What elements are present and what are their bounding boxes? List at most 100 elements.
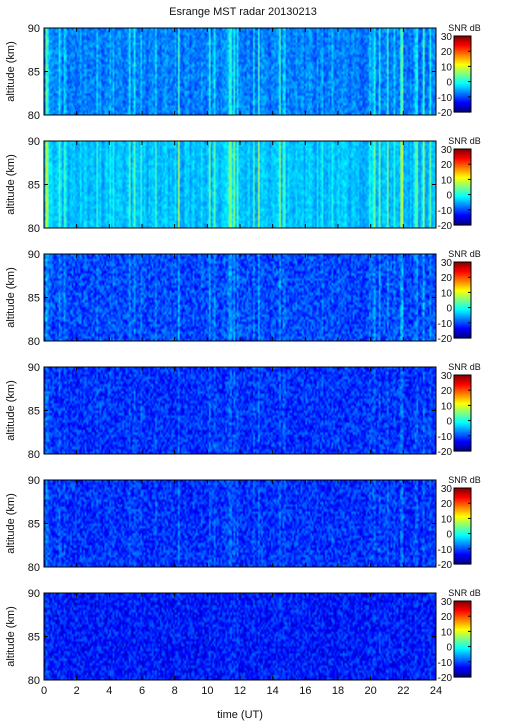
colorbar-segment <box>454 655 471 658</box>
panel: 80 85 90 altitude (km) SNR dB -20 -10 0 10 20 30 <box>5 362 481 461</box>
colorbar-segment <box>454 181 471 184</box>
colorbar-segment <box>454 609 471 612</box>
colorbar-segment <box>454 616 471 619</box>
colorbar-segment <box>454 270 471 273</box>
colorbar-segment <box>454 222 471 225</box>
colorbar-segment <box>454 409 471 412</box>
colorbar-segment <box>454 378 471 381</box>
colorbar-segment <box>454 406 471 409</box>
colorbar-segment <box>454 96 471 99</box>
colorbar-segment <box>454 508 471 511</box>
heatmap-image <box>44 28 436 115</box>
colorbar-segment <box>454 538 471 541</box>
colorbar-segment <box>454 47 471 50</box>
colorbar-segment <box>454 490 471 493</box>
colorbar-segment <box>454 303 471 306</box>
colorbar-label: SNR dB <box>448 136 481 146</box>
colorbar-segment <box>454 46 471 48</box>
colorbar-segment <box>454 39 471 42</box>
y-axis-label: altitude (km) <box>5 154 17 215</box>
colorbar-segment <box>454 545 471 547</box>
colorbar-segment <box>454 626 471 629</box>
y-tick-label: 90 <box>28 136 40 148</box>
x-axis-label: time (UT) <box>217 709 263 721</box>
colorbar-segment <box>454 58 471 61</box>
y-tick-label: 90 <box>28 362 40 374</box>
colorbar-segment <box>454 77 471 80</box>
colorbar-tick-label: -20 <box>438 560 453 571</box>
colorbar-segment <box>454 420 471 423</box>
colorbar-segment <box>454 631 471 634</box>
colorbar-tick-label: 30 <box>441 371 453 382</box>
colorbar-tick-label: -20 <box>438 673 453 684</box>
colorbar-segment <box>454 561 471 564</box>
heatmap-image <box>44 254 436 341</box>
colorbar-segment <box>454 632 471 635</box>
colorbar-segment <box>454 332 471 335</box>
colorbar-segment <box>454 279 471 282</box>
colorbar-segment <box>454 190 471 193</box>
colorbar-segment <box>454 187 471 189</box>
colorbar-segment <box>454 189 471 192</box>
colorbar-segment <box>454 542 471 545</box>
colorbar-segment <box>454 308 471 311</box>
colorbar-segment <box>454 396 471 399</box>
colorbar-segment <box>454 209 471 212</box>
y-axis-label: altitude (km) <box>5 493 17 554</box>
colorbar-segment <box>454 292 471 295</box>
colorbar-segment <box>454 504 471 507</box>
colorbar-segment <box>454 284 471 287</box>
colorbar-segment <box>454 277 471 280</box>
colorbar-segment <box>454 440 471 443</box>
colorbar-segment <box>454 302 471 305</box>
colorbar-segment <box>454 194 471 197</box>
colorbar-segment <box>454 202 471 205</box>
colorbar-segment <box>454 38 471 41</box>
colorbar-segment <box>454 607 471 610</box>
colorbar-segment <box>454 152 471 155</box>
colorbar-segment <box>454 213 471 216</box>
colorbar-segment <box>454 524 471 527</box>
colorbar-tick-label: 30 <box>441 145 453 156</box>
colorbar-segment <box>454 642 471 645</box>
colorbar-segment <box>454 553 471 556</box>
colorbar-tick-label: 0 <box>446 304 452 315</box>
colorbar-segment <box>454 176 471 179</box>
colorbar-segment <box>454 435 471 438</box>
colorbar-segment <box>454 170 471 173</box>
colorbar-segment <box>454 493 471 495</box>
colorbar-segment <box>454 515 471 518</box>
colorbar-segment <box>454 498 471 500</box>
colorbar-segment <box>454 654 471 657</box>
colorbar-segment <box>454 663 471 665</box>
colorbar-segment <box>454 526 471 528</box>
colorbar-segment <box>454 216 471 218</box>
colorbar-segment <box>454 411 471 414</box>
colorbar-segment <box>454 164 471 167</box>
colorbar-segment <box>454 410 471 413</box>
colorbar-segment <box>454 557 471 560</box>
colorbar-segment <box>454 159 471 161</box>
colorbar-segment <box>454 193 471 196</box>
colorbar-segment <box>454 217 471 220</box>
colorbar-segment <box>454 391 471 394</box>
colorbar-segment <box>454 617 471 620</box>
colorbar-segment <box>454 197 471 199</box>
colorbar-segment <box>454 534 471 537</box>
colorbar-segment <box>454 104 471 107</box>
colorbar-segment <box>454 322 471 325</box>
colorbar-segment <box>454 99 471 102</box>
colorbar-segment <box>454 500 471 503</box>
x-tick-label: 6 <box>139 685 145 697</box>
colorbar-segment <box>454 495 471 498</box>
colorbar-tick-label: 0 <box>446 191 452 202</box>
colorbar-tick-label: 20 <box>441 273 453 284</box>
colorbar-segment <box>454 62 471 65</box>
colorbar-segment <box>454 82 471 85</box>
colorbar-tick-label: -10 <box>438 93 453 104</box>
colorbar-segment <box>454 310 471 312</box>
colorbar-segment <box>454 206 471 208</box>
colorbar-segment <box>454 72 471 75</box>
colorbar-segment <box>454 666 471 669</box>
